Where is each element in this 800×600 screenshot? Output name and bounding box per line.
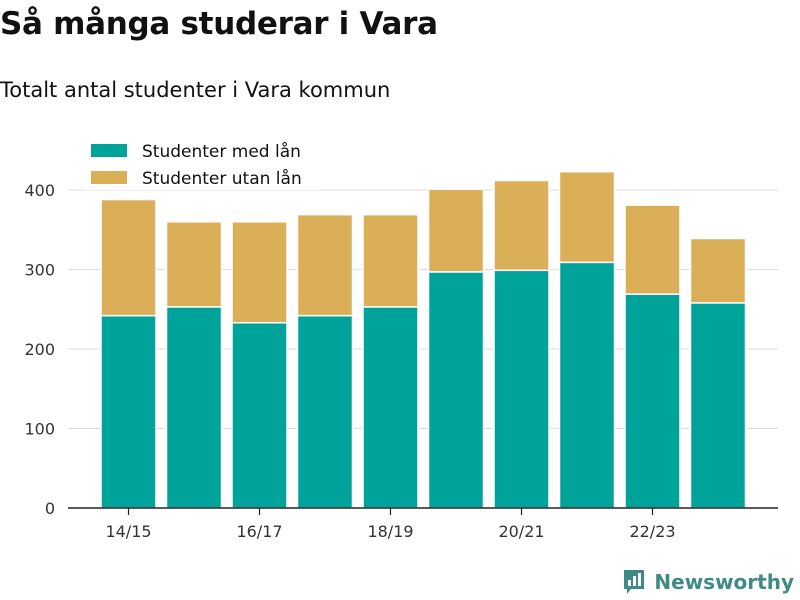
- bar-segment-med-lan: [689, 302, 747, 509]
- bar-segment-utan-lan: [427, 188, 485, 273]
- chart-subtitle: Totalt antal studenter i Vara kommun: [0, 78, 391, 102]
- brand-name: Newsworthy: [654, 570, 794, 594]
- bar-segment-med-lan: [362, 306, 419, 509]
- y-tick-label: 300: [24, 261, 55, 280]
- bar-segment-utan-lan: [296, 213, 354, 317]
- x-tick-label: 18/19: [367, 522, 413, 541]
- bar-segment-med-lan: [296, 314, 354, 509]
- bar-segment-utan-lan: [165, 221, 223, 308]
- bar-segment-med-lan: [165, 306, 223, 509]
- bar-segment-utan-lan: [689, 237, 747, 304]
- newsworthy-logo-icon: [624, 570, 645, 594]
- bar-segment-utan-lan: [231, 221, 288, 324]
- legend-label: Studenter med lån: [142, 141, 301, 162]
- bar-segment-utan-lan: [624, 204, 681, 295]
- bar-segment-med-lan: [558, 261, 616, 509]
- bar-segment-med-lan: [100, 314, 157, 509]
- x-tick-label: 22/23: [629, 522, 675, 541]
- legend: Studenter med lån Studenter utan lån: [84, 138, 320, 190]
- bar-segment-utan-lan: [362, 213, 419, 308]
- bar-segment-utan-lan: [558, 170, 616, 264]
- y-tick-label: 400: [24, 181, 55, 200]
- legend-swatch: [91, 171, 127, 184]
- axes: 0 100 200 300 400 14/15 16/17 18/19 20/21 22/23: [24, 181, 778, 541]
- bar-segment-med-lan: [427, 271, 485, 509]
- x-tick-label: 16/17: [236, 522, 282, 541]
- bar-segment-utan-lan: [493, 179, 550, 272]
- bar-segment-med-lan: [624, 293, 681, 509]
- y-tick-label: 100: [24, 420, 55, 439]
- bar-segment-med-lan: [231, 322, 288, 509]
- y-tick-label: 0: [45, 499, 55, 518]
- legend-label: Studenter utan lån: [142, 168, 302, 189]
- x-tick-label: 20/21: [498, 522, 544, 541]
- legend-swatch: [91, 144, 127, 157]
- chart-title: Så många studerar i Vara: [0, 6, 438, 42]
- bar-segment-utan-lan: [100, 198, 157, 317]
- stacked-bar-chart: 0 100 200 300 400 14/15 16/17 18/19 20/21 22/23 S…: [24, 138, 778, 541]
- x-tick-label: 14/15: [105, 522, 151, 541]
- bars: [100, 170, 747, 509]
- newsworthy-brand: Newsworthy: [622, 568, 794, 596]
- y-tick-label: 200: [24, 340, 55, 359]
- bar-segment-med-lan: [493, 269, 550, 509]
